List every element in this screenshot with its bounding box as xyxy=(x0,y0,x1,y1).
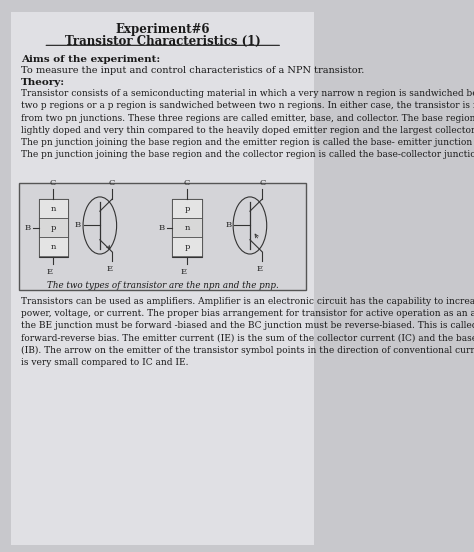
Text: Experiment#6: Experiment#6 xyxy=(116,23,210,36)
FancyBboxPatch shape xyxy=(173,237,201,256)
Text: n: n xyxy=(184,224,190,232)
Text: Aims of the experiment:: Aims of the experiment: xyxy=(21,55,160,63)
Text: B: B xyxy=(75,221,81,230)
Text: E: E xyxy=(107,265,113,273)
FancyBboxPatch shape xyxy=(38,199,68,219)
Text: p: p xyxy=(50,224,56,232)
Text: E: E xyxy=(181,268,187,276)
FancyBboxPatch shape xyxy=(38,199,68,257)
Text: Theory:: Theory: xyxy=(21,78,65,87)
FancyBboxPatch shape xyxy=(38,237,68,256)
Text: Transistor Characteristics (1): Transistor Characteristics (1) xyxy=(65,35,261,49)
Text: n: n xyxy=(50,243,56,251)
Text: Transistors can be used as amplifiers. Amplifier is an electronic circuit has th: Transistors can be used as amplifiers. A… xyxy=(21,297,474,367)
Text: B: B xyxy=(25,224,31,232)
FancyBboxPatch shape xyxy=(11,12,314,545)
FancyBboxPatch shape xyxy=(19,183,306,290)
Text: C: C xyxy=(259,179,265,187)
Text: p: p xyxy=(184,243,190,251)
FancyBboxPatch shape xyxy=(173,199,201,219)
FancyBboxPatch shape xyxy=(173,199,201,257)
Text: Transistor consists of a semiconducting material in which a very narrow n region: Transistor consists of a semiconducting … xyxy=(21,89,474,160)
Text: E: E xyxy=(47,268,53,276)
Text: C: C xyxy=(184,179,190,187)
Text: B: B xyxy=(159,224,165,232)
FancyBboxPatch shape xyxy=(38,219,68,237)
Text: To measure the input and control characteristics of a NPN transistor.: To measure the input and control charact… xyxy=(21,66,364,75)
Text: The two types of transistor are the npn and the pnp.: The two types of transistor are the npn … xyxy=(47,282,279,290)
Text: p: p xyxy=(184,205,190,213)
Text: C: C xyxy=(50,179,56,187)
FancyBboxPatch shape xyxy=(173,219,201,237)
Text: n: n xyxy=(50,205,56,213)
Text: E: E xyxy=(256,265,263,273)
Text: B: B xyxy=(225,221,231,230)
Text: C: C xyxy=(109,179,115,187)
